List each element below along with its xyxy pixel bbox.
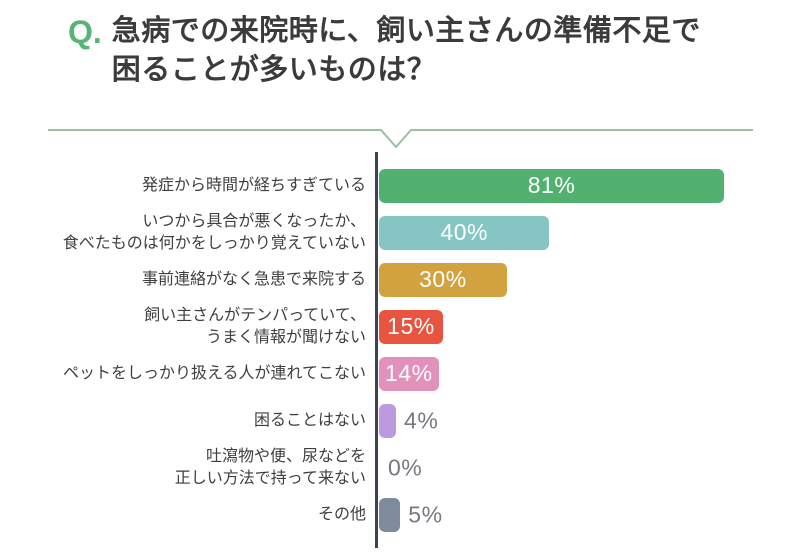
bar-area: 81%: [379, 162, 799, 209]
bar: [379, 403, 397, 438]
bar-value: 81%: [527, 172, 576, 198]
chart-row: その他 5%: [0, 491, 799, 538]
chart-axis-line: [375, 152, 378, 548]
bar-area: 30%: [379, 256, 799, 303]
bar: 81%: [379, 168, 725, 203]
bar-area: 15%: [379, 303, 799, 350]
row-label: いつから具合が悪くなったか、 食べたものは何かをしっかり覚えていない: [62, 213, 366, 252]
divider-path: [48, 129, 753, 149]
chart-row: 吐瀉物や便、尿などを 正しい方法で持って来ない 0%: [0, 444, 799, 491]
page-title-line2: 困ることが多いものは？: [111, 54, 437, 86]
chart-row: いつから具合が悪くなったか、 食べたものは何かをしっかり覚えていない 40%: [0, 209, 799, 256]
chart-row: 発症から時間が経ちすぎている 81%: [0, 162, 799, 209]
bar: 30%: [379, 262, 507, 297]
divider-chevron-line: [48, 129, 753, 149]
bar-value: 15%: [387, 313, 435, 339]
chart-row: 飼い主さんがテンパっていて、 うまく情報が聞けない 15%: [0, 303, 799, 350]
bar-value: 40%: [440, 219, 488, 245]
row-label: 飼い主さんがテンパっていて、 うまく情報が聞けない: [144, 307, 366, 346]
chart-rows: 発症から時間が経ちすぎている 81% いつから具合が悪くなったか、 食べたものは何…: [0, 162, 799, 538]
row-label: 吐瀉物や便、尿などを 正しい方法で持って来ない: [174, 448, 366, 487]
row-label: 発症から時間が経ちすぎている: [141, 176, 366, 194]
bar-area: 40%: [379, 209, 799, 256]
bar-area: 4%: [379, 397, 799, 444]
bar: 40%: [379, 215, 550, 250]
bar-area: 14%: [379, 350, 799, 397]
bar-value: 30%: [419, 266, 467, 292]
row-label: ペットをしっかり扱える人が連れてこない: [62, 364, 366, 382]
bar: [379, 497, 401, 532]
chart-row: 困ることはない 4%: [0, 397, 799, 444]
row-label: 困ることはない: [253, 411, 366, 429]
chart-row: ペットをしっかり扱える人が連れてこない 14%: [0, 350, 799, 397]
bar-value: 14%: [385, 360, 433, 386]
q-prefix-label: Q.: [68, 14, 102, 50]
bar: 15%: [379, 309, 443, 344]
question-header: Q. 急病での来院時に、飼い主さんの準備不足で 困ることが多いものは？: [68, 12, 701, 90]
bar-value: 4%: [404, 407, 439, 433]
bar-area: 5%: [379, 491, 799, 538]
page-title: 急病での来院時に、飼い主さんの準備不足で 困ることが多いものは？: [112, 12, 701, 90]
bar-area: 0%: [379, 444, 799, 491]
page-title-line1: 急病での来院時に、飼い主さんの準備不足で: [111, 15, 701, 47]
bar: 14%: [379, 356, 439, 391]
bar-value: 5%: [408, 501, 443, 527]
chart-row: 事前連絡がなく急患で来院する 30%: [0, 256, 799, 303]
bar-value: 0%: [388, 454, 423, 480]
row-label: 事前連絡がなく急患で来院する: [141, 270, 366, 288]
row-label: その他: [317, 505, 366, 523]
